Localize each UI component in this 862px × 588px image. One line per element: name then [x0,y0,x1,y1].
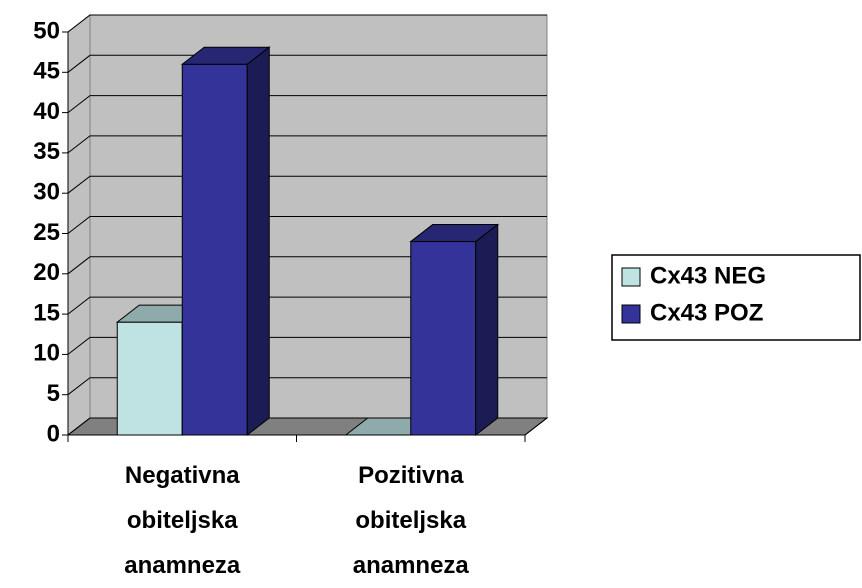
legend-swatch [621,304,641,324]
bar-side [246,46,270,437]
grid-line [67,54,547,73]
y-tick-label: 35 [33,138,60,165]
legend-label: Cx43 POZ [650,299,763,326]
grid-line [67,95,547,113]
y-tick-label: 30 [33,179,60,206]
y-tick-label: 15 [33,299,60,326]
x-tick-label: Negativna obiteljska anamneza [124,462,241,579]
y-tick-label: 45 [33,58,60,85]
legend-label: Cx43 NEG [650,262,766,289]
y-tick-label: 25 [33,219,60,246]
grid-line [67,296,547,315]
grid-line [67,216,547,234]
bar-side [475,223,499,437]
grid-line [67,256,547,275]
y-tick-label: 0 [47,420,60,447]
bar-front [410,241,477,436]
y-tick-label: 20 [33,259,60,286]
grid-line [67,336,547,355]
y-tick-label: 5 [47,380,60,407]
y-tick-label: 10 [33,340,60,367]
grid-line [67,377,547,396]
x-axis-depth [524,417,548,436]
bar-front [181,63,248,436]
y-tick-label: 50 [33,17,60,44]
grid-line [67,14,547,33]
legend-box [611,254,861,341]
y-tick-label: 40 [33,98,60,125]
legend-swatch [621,267,641,287]
grid-line [67,135,547,154]
bar-front [116,321,183,436]
grid-line [67,175,547,194]
x-tick-label: Pozitivna obiteljska anamneza [352,462,469,579]
